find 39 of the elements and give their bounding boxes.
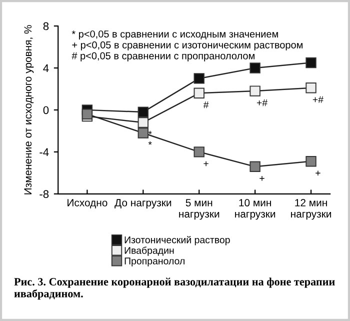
legend-label: Ивабрадин [124, 246, 174, 256]
legend-label: Пропранолол [124, 258, 184, 266]
point [194, 73, 204, 84]
point [306, 57, 316, 68]
point [194, 146, 204, 158]
y-tick-label: 8 [43, 22, 49, 30]
annotation: + [260, 176, 264, 181]
annotation: * p<0,05 в сравнении с исходным значением [72, 30, 278, 40]
point [138, 117, 148, 128]
annotation: * [148, 141, 152, 145]
x-tick-label: До нагрузки [114, 199, 172, 208]
annotation: + [316, 170, 320, 176]
point [138, 106, 148, 118]
x-tick-label: 5 мин нагрузки [179, 199, 220, 220]
annotation: +# [256, 99, 268, 106]
annotation: + [204, 161, 208, 166]
legend-label: Изотонический раствор [124, 236, 230, 246]
annotation: # [203, 102, 209, 108]
point [250, 161, 260, 172]
point [138, 128, 148, 138]
point [306, 156, 316, 167]
point [306, 82, 316, 94]
text: Рис. 3. Сохранение коронарной вазодилатации на фоне терапии ивабрадином. [14, 278, 335, 300]
annotation: + p<0,05 в сравнении с изотоническим раствором [72, 41, 303, 50]
y-tick-label: 4 [43, 64, 49, 72]
y-tick-label: -4 [40, 148, 49, 156]
point [82, 108, 93, 120]
annotation: * [148, 130, 152, 134]
point [250, 86, 260, 96]
y-tick-label: 0 [43, 106, 49, 114]
x-tick-label: Исходно [68, 199, 108, 208]
annotation: +# [312, 96, 324, 103]
point [194, 88, 204, 98]
y-axis-title: Изменение от исходного уровня, % [24, 25, 34, 194]
annotation: # p<0,05 в сравнении с пропранололом [72, 52, 254, 62]
y-tick-label: -8 [40, 190, 49, 198]
x-tick-label: 12 мин нагрузки [291, 199, 331, 220]
point [250, 62, 260, 74]
x-tick-label: 10 мин нагрузки [235, 199, 276, 220]
